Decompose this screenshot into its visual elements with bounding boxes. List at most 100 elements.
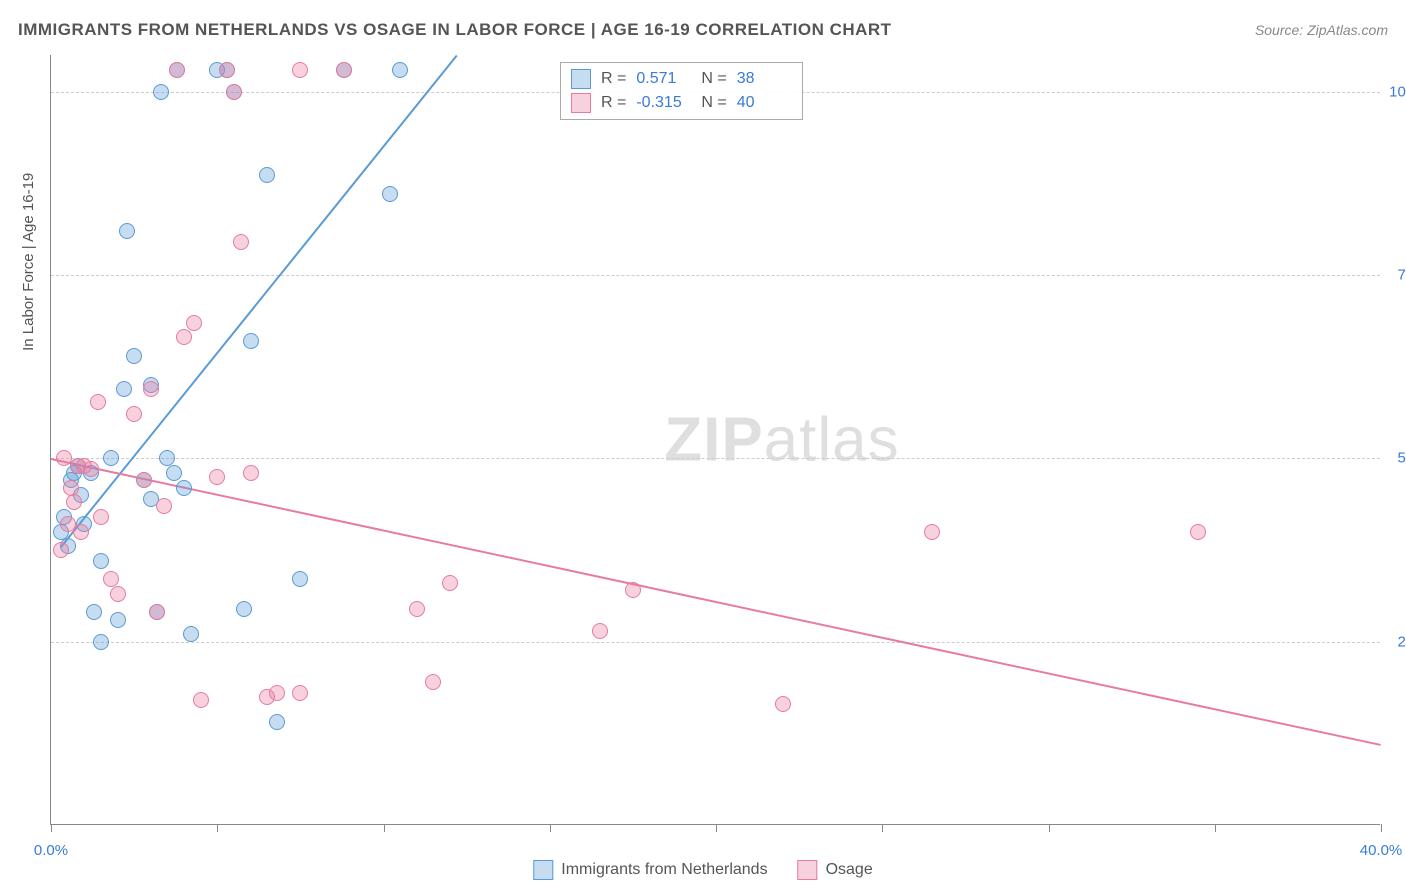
- scatter-point: [176, 480, 192, 496]
- scatter-point: [93, 634, 109, 650]
- scatter-point: [119, 223, 135, 239]
- scatter-point: [625, 582, 641, 598]
- scatter-point: [186, 315, 202, 331]
- scatter-point: [116, 381, 132, 397]
- scatter-point: [425, 674, 441, 690]
- legend-stat-row: R = 0.571 N = 38: [571, 67, 792, 91]
- legend-r-value: 0.571: [636, 70, 691, 88]
- legend-n-value: 40: [737, 94, 792, 112]
- scatter-point: [382, 186, 398, 202]
- scatter-point: [269, 714, 285, 730]
- x-tick-label: 40.0%: [1360, 842, 1403, 859]
- scatter-point: [93, 553, 109, 569]
- scatter-point: [336, 62, 352, 78]
- scatter-point: [259, 167, 275, 183]
- scatter-point: [110, 586, 126, 602]
- scatter-point: [73, 524, 89, 540]
- scatter-point: [176, 329, 192, 345]
- x-tick: [217, 824, 218, 832]
- legend-correlation: R = 0.571 N = 38 R = -0.315 N = 40: [560, 62, 803, 120]
- x-tick: [550, 824, 551, 832]
- y-tick-label: 100.0%: [1389, 83, 1406, 100]
- scatter-point: [110, 612, 126, 628]
- scatter-point: [136, 472, 152, 488]
- scatter-point: [442, 575, 458, 591]
- watermark-bold: ZIP: [664, 405, 763, 474]
- x-tick-label: 0.0%: [34, 842, 68, 859]
- scatter-point: [243, 333, 259, 349]
- scatter-point: [392, 62, 408, 78]
- scatter-point: [269, 685, 285, 701]
- x-tick: [51, 824, 52, 832]
- legend-n-value: 38: [737, 70, 792, 88]
- y-tick-label: 25.0%: [1397, 633, 1406, 650]
- scatter-point: [243, 465, 259, 481]
- legend-r-label: R =: [601, 94, 626, 112]
- scatter-point: [209, 469, 225, 485]
- gridline-h: [51, 275, 1380, 276]
- scatter-point: [103, 571, 119, 587]
- scatter-point: [1190, 524, 1206, 540]
- watermark: ZIPatlas: [664, 404, 899, 475]
- x-tick: [1215, 824, 1216, 832]
- plot-area: ZIPatlas 25.0%50.0%75.0%100.0%0.0%40.0%: [50, 55, 1380, 825]
- scatter-point: [292, 571, 308, 587]
- x-tick: [1049, 824, 1050, 832]
- x-tick: [384, 824, 385, 832]
- scatter-point: [90, 394, 106, 410]
- y-axis-title: In Labor Force | Age 16-19: [20, 173, 37, 351]
- source-label: Source: ZipAtlas.com: [1255, 22, 1388, 38]
- scatter-point: [103, 450, 119, 466]
- scatter-point: [153, 84, 169, 100]
- scatter-point: [924, 524, 940, 540]
- scatter-point: [592, 623, 608, 639]
- scatter-point: [236, 601, 252, 617]
- scatter-point: [292, 62, 308, 78]
- scatter-point: [183, 626, 199, 642]
- scatter-point: [83, 461, 99, 477]
- scatter-point: [409, 601, 425, 617]
- scatter-point: [775, 696, 791, 712]
- scatter-point: [156, 498, 172, 514]
- legend-n-label: N =: [701, 70, 726, 88]
- chart-container: IMMIGRANTS FROM NETHERLANDS VS OSAGE IN …: [0, 0, 1406, 892]
- scatter-point: [149, 604, 165, 620]
- trend-line: [51, 458, 1381, 746]
- title-bar: IMMIGRANTS FROM NETHERLANDS VS OSAGE IN …: [18, 20, 1388, 40]
- scatter-point: [93, 509, 109, 525]
- legend-item: Osage: [798, 860, 873, 880]
- scatter-point: [66, 494, 82, 510]
- legend-n-label: N =: [701, 94, 726, 112]
- scatter-point: [169, 62, 185, 78]
- legend-r-value: -0.315: [636, 94, 691, 112]
- scatter-point: [143, 381, 159, 397]
- scatter-point: [193, 692, 209, 708]
- legend-series-name: Osage: [826, 861, 873, 879]
- legend-series-name: Immigrants from Netherlands: [561, 861, 767, 879]
- scatter-point: [233, 234, 249, 250]
- legend-series: Immigrants from Netherlands Osage: [533, 860, 872, 880]
- scatter-point: [292, 685, 308, 701]
- scatter-point: [219, 62, 235, 78]
- scatter-point: [159, 450, 175, 466]
- legend-swatch: [571, 93, 591, 113]
- legend-swatch: [798, 860, 818, 880]
- chart-title: IMMIGRANTS FROM NETHERLANDS VS OSAGE IN …: [18, 20, 892, 40]
- scatter-point: [226, 84, 242, 100]
- scatter-point: [86, 604, 102, 620]
- y-tick-label: 50.0%: [1397, 450, 1406, 467]
- scatter-point: [126, 406, 142, 422]
- scatter-point: [126, 348, 142, 364]
- legend-item: Immigrants from Netherlands: [533, 860, 767, 880]
- x-tick: [716, 824, 717, 832]
- legend-r-label: R =: [601, 70, 626, 88]
- legend-swatch: [533, 860, 553, 880]
- legend-stat-row: R = -0.315 N = 40: [571, 91, 792, 115]
- x-tick: [882, 824, 883, 832]
- gridline-h: [51, 642, 1380, 643]
- gridline-h: [51, 458, 1380, 459]
- watermark-rest: atlas: [764, 405, 900, 474]
- x-tick: [1381, 824, 1382, 832]
- y-tick-label: 75.0%: [1397, 267, 1406, 284]
- legend-swatch: [571, 69, 591, 89]
